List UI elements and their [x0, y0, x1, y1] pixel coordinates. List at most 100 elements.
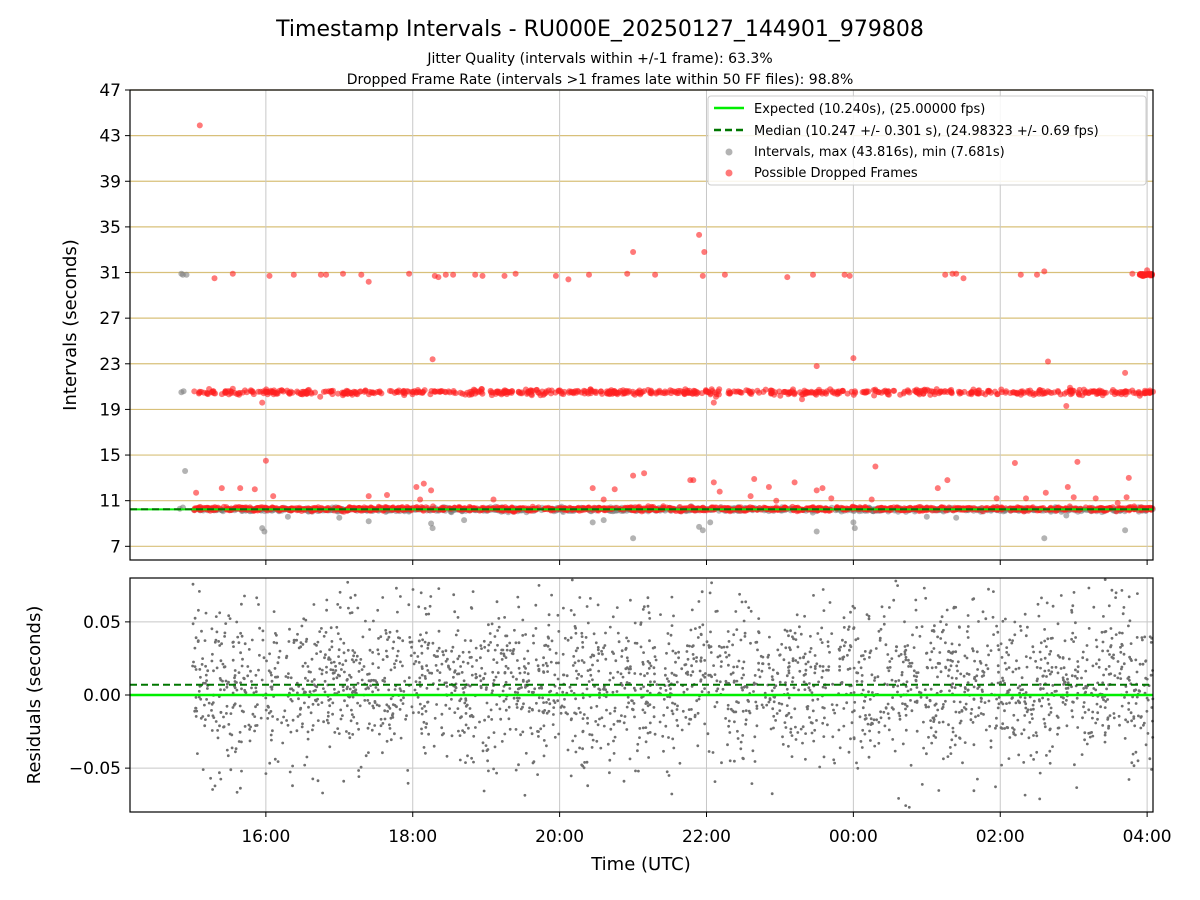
- residual-point: [265, 659, 268, 663]
- residual-point: [193, 646, 197, 650]
- residual-point: [201, 657, 205, 660]
- residual-point: [1084, 669, 1088, 673]
- residual-point: [330, 640, 334, 643]
- residual-point: [778, 709, 782, 712]
- dropped-frame-point: [229, 385, 236, 392]
- residual-point: [804, 668, 808, 672]
- residual-point: [496, 643, 499, 647]
- residual-point: [536, 730, 539, 733]
- residual-point: [904, 655, 908, 659]
- residual-point: [348, 687, 352, 691]
- dropped-frame-point: [1147, 389, 1154, 395]
- residual-point: [1011, 639, 1014, 642]
- residual-point: [739, 638, 743, 642]
- residual-point: [514, 728, 518, 731]
- residual-point: [282, 715, 285, 719]
- residual-point: [742, 673, 745, 677]
- residual-point: [907, 658, 910, 662]
- residual-point: [376, 608, 380, 612]
- residual-point: [393, 666, 397, 669]
- residual-point: [612, 752, 616, 755]
- residual-point: [1112, 716, 1116, 720]
- residual-point: [381, 596, 385, 599]
- residual-point: [205, 679, 209, 682]
- residual-point: [715, 700, 719, 704]
- residual-point: [833, 711, 837, 715]
- residual-point: [761, 662, 764, 665]
- residual-point: [791, 635, 794, 639]
- residual-point: [938, 651, 942, 654]
- residual-point: [703, 659, 707, 662]
- residual-point: [886, 683, 889, 687]
- dropped-frame-point: [472, 271, 479, 278]
- residual-point: [808, 682, 811, 685]
- residual-point: [219, 777, 223, 781]
- residual-point: [932, 647, 936, 650]
- residual-point: [769, 727, 773, 731]
- residual-point: [768, 698, 772, 702]
- dropped-frame-point: [871, 392, 878, 399]
- residual-point: [216, 736, 220, 740]
- residual-point: [646, 689, 649, 693]
- residual-point: [821, 588, 825, 591]
- residual-point: [521, 634, 525, 637]
- residual-point: [336, 603, 340, 606]
- residual-point: [804, 732, 807, 735]
- y-tick-label: 47: [99, 81, 121, 101]
- residual-point: [272, 610, 276, 613]
- dropped-frame-point: [762, 386, 769, 393]
- residual-point: [337, 648, 341, 652]
- residual-point: [526, 672, 530, 676]
- residual-point: [408, 640, 412, 644]
- residual-point: [976, 668, 979, 671]
- residual-point: [1088, 735, 1092, 739]
- residual-point: [422, 720, 426, 724]
- dropped-frame-point: [998, 386, 1005, 393]
- residual-point: [1013, 633, 1017, 637]
- residual-point: [838, 665, 841, 668]
- residual-point: [240, 602, 243, 606]
- residual-point: [665, 677, 669, 681]
- residual-point: [868, 651, 872, 655]
- residual-point: [825, 668, 828, 672]
- legend-intervals-label: Intervals, max (43.816s), min (7.681s): [754, 145, 1005, 160]
- residual-point: [924, 703, 927, 707]
- residual-point: [271, 729, 274, 733]
- residual-point: [732, 710, 736, 714]
- residual-point: [671, 712, 675, 716]
- residual-point: [611, 676, 615, 680]
- residual-point: [761, 655, 765, 659]
- residual-point: [191, 582, 195, 586]
- legend-intervals-marker: [725, 148, 733, 156]
- residual-point: [502, 699, 506, 703]
- residual-point: [1029, 754, 1033, 757]
- residual-point: [1127, 701, 1131, 705]
- residual-point: [206, 687, 209, 690]
- residual-point: [452, 593, 456, 597]
- dropped-frame-point: [725, 390, 732, 397]
- residual-point: [312, 603, 316, 606]
- residual-point: [995, 697, 998, 701]
- dropped-frame-point: [600, 496, 607, 503]
- residual-point: [842, 724, 846, 728]
- residual-point: [635, 641, 639, 645]
- residual-point: [813, 654, 817, 657]
- residual-point: [218, 771, 221, 775]
- residual-point: [783, 721, 787, 724]
- residual-point: [860, 654, 863, 658]
- residual-point: [873, 676, 877, 680]
- residual-point: [604, 631, 607, 635]
- residual-point: [744, 718, 748, 722]
- residual-point: [975, 674, 979, 678]
- residual-point: [497, 625, 501, 629]
- residual-point: [448, 707, 451, 710]
- residual-point: [613, 706, 617, 710]
- residual-point: [925, 652, 928, 655]
- residual-point: [1099, 705, 1102, 709]
- residual-point: [1056, 732, 1059, 736]
- residual-point: [589, 673, 593, 677]
- residual-point: [1083, 711, 1087, 714]
- interval-point: [183, 271, 190, 278]
- residual-point: [951, 726, 955, 730]
- residual-point: [737, 659, 741, 663]
